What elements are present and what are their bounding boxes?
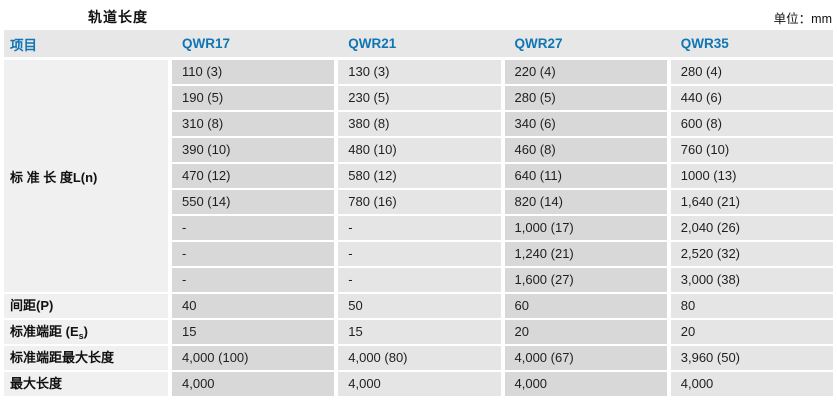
table-cell: 20 [670, 320, 833, 344]
table-cell: 130 (3) [338, 60, 501, 84]
table-cell: 380 (8) [338, 112, 501, 136]
table-cell: 550 (14) [172, 190, 335, 214]
table-cell: 390 (10) [172, 138, 335, 162]
table-cell: - [172, 242, 335, 266]
row-label-subscript: s [78, 331, 84, 341]
title-bar: 轨道长度 单位：mm [0, 0, 837, 30]
table-cell: 280 (4) [670, 60, 833, 84]
table-cell: 2,520 (32) [670, 242, 833, 266]
table-cell: 580 (12) [338, 164, 501, 188]
table-cell: 760 (10) [670, 138, 833, 162]
table-cell: 440 (6) [670, 86, 833, 110]
table-cell: - [338, 242, 501, 266]
table-cell: 340 (6) [504, 112, 667, 136]
table-cell: 220 (4) [504, 60, 667, 84]
column-header-item: 项目 [10, 37, 37, 53]
table-cell: 1,600 (27) [504, 268, 667, 292]
table-cell: 15 [338, 320, 501, 344]
page-title: 轨道长度 [88, 9, 148, 25]
table-cell: 4,000 (80) [338, 346, 501, 370]
table-cell: - [172, 216, 335, 240]
table-body: 标 准 长 度L(n) 110 (3) 130 (3) 220 (4) 280 … [4, 60, 833, 396]
table-cell: 1,000 (17) [504, 216, 667, 240]
table-cell: 4,000 [670, 372, 833, 396]
table-cell: 640 (11) [504, 164, 667, 188]
table-cell: 1,240 (21) [504, 242, 667, 266]
table-cell: 280 (5) [504, 86, 667, 110]
unit-label: 单位：mm [773, 12, 832, 26]
table-cell: - [172, 268, 335, 292]
rail-length-table: 项目 QWR17 QWR21 QWR27 QWR35 标 准 长 度L(n) 1… [4, 30, 833, 396]
column-header-qwr21: QWR21 [348, 36, 397, 51]
table-header-row: 项目 QWR17 QWR21 QWR27 QWR35 [4, 30, 833, 57]
row-label-standard-length: 标 准 长 度L(n) [4, 60, 168, 292]
table-cell: 4,000 [504, 372, 667, 396]
table-cell: 600 (8) [670, 112, 833, 136]
table-cell: 780 (16) [338, 190, 501, 214]
table-cell: 460 (8) [504, 138, 667, 162]
table-cell: 820 (14) [504, 190, 667, 214]
table-cell: 110 (3) [172, 60, 335, 84]
table-cell: 470 (12) [172, 164, 335, 188]
table-cell: 480 (10) [338, 138, 501, 162]
column-header-qwr27: QWR27 [514, 36, 563, 51]
table-cell: 310 (8) [172, 112, 335, 136]
table-cell: 80 [670, 294, 833, 318]
table-cell: 1000 (13) [670, 164, 833, 188]
row-label-standard-end-distance: 标准端距 (Es) [4, 320, 168, 344]
table-cell: - [338, 268, 501, 292]
column-header-qwr35: QWR35 [680, 36, 729, 51]
table-cell: 4,000 (100) [172, 346, 335, 370]
table-cell: 190 (5) [172, 86, 335, 110]
table-cell: 4,000 [172, 372, 335, 396]
table-cell: 20 [504, 320, 667, 344]
table-cell: 2,040 (26) [670, 216, 833, 240]
row-label-text: 标准端距 (E [10, 324, 79, 339]
row-label-text: 标 准 长 度L(n) [10, 169, 98, 185]
row-label-max-length: 最大长度 [4, 372, 168, 396]
row-label-text: ) [83, 324, 88, 339]
table-cell: 1,640 (21) [670, 190, 833, 214]
row-label-pitch: 间距(P) [4, 294, 168, 318]
table-cell: 230 (5) [338, 86, 501, 110]
table-cell: 15 [172, 320, 335, 344]
table-cell: 60 [504, 294, 667, 318]
table-cell: - [338, 216, 501, 240]
table-cell: 3,000 (38) [670, 268, 833, 292]
table-cell: 4,000 (67) [504, 346, 667, 370]
table-cell: 4,000 [338, 372, 501, 396]
table-cell: 3,960 (50) [670, 346, 833, 370]
table-cell: 40 [172, 294, 335, 318]
column-header-qwr17: QWR17 [182, 36, 231, 51]
table-cell: 50 [338, 294, 501, 318]
row-label-max-length-standard-end: 标准端距最大长度 [4, 346, 168, 370]
